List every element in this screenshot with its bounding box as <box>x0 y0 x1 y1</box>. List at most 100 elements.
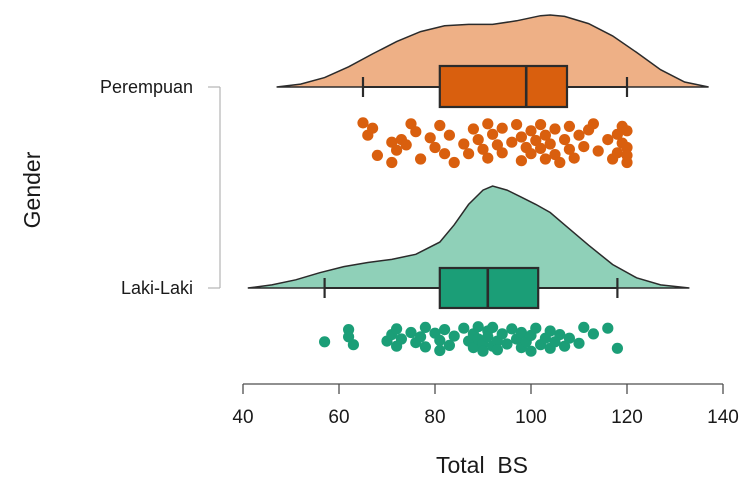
data-point-0-9 <box>400 139 412 151</box>
data-point-0-31 <box>515 131 528 143</box>
data-point-1-6 <box>391 323 403 335</box>
x-tick-label-1: 60 <box>328 407 349 428</box>
data-point-0-44 <box>554 156 566 169</box>
data-point-0-53 <box>592 145 604 157</box>
data-point-0-61 <box>621 141 633 154</box>
data-point-0-30 <box>510 119 523 131</box>
data-point-0-50 <box>578 141 590 153</box>
data-point-0-20 <box>467 123 479 135</box>
data-point-0-15 <box>439 148 451 160</box>
data-point-0-12 <box>424 132 436 144</box>
data-point-0-34 <box>525 125 537 137</box>
x-tick-label-0: 40 <box>232 407 253 428</box>
data-point-0-47 <box>563 120 576 132</box>
data-point-0-49 <box>573 129 585 141</box>
data-point-0-22 <box>477 143 489 155</box>
data-point-1-51 <box>563 332 576 344</box>
data-point-1-34 <box>496 328 508 340</box>
data-point-1-16 <box>434 334 446 346</box>
box-0 <box>438 64 569 109</box>
density-cloud-0 <box>276 14 709 88</box>
y-axis-title: Gender <box>19 151 45 228</box>
data-point-0-10 <box>410 126 422 138</box>
data-point-0-18 <box>458 138 470 150</box>
data-point-0-3 <box>371 149 383 161</box>
data-point-0-54 <box>602 134 614 146</box>
data-point-1-29 <box>482 331 494 343</box>
data-point-1-35 <box>501 338 513 350</box>
density-cloud-1 <box>247 185 690 289</box>
data-point-1-13 <box>419 341 431 353</box>
data-point-1-8 <box>395 333 407 345</box>
x-tick-label-3: 100 <box>515 407 547 428</box>
data-point-0-40 <box>539 129 552 141</box>
data-point-0-11 <box>415 153 427 165</box>
data-point-1-18 <box>443 339 455 351</box>
group-label-0: Perempuan <box>100 77 193 97</box>
data-point-1-15 <box>434 344 446 357</box>
data-point-0-16 <box>443 129 455 141</box>
x-axis-title: Total BS <box>436 452 528 478</box>
data-point-0-24 <box>482 152 494 164</box>
data-point-0-0 <box>357 117 369 129</box>
data-point-0-14 <box>429 141 441 154</box>
data-point-0-57 <box>611 147 624 159</box>
data-point-0-52 <box>587 118 600 130</box>
data-point-1-31 <box>487 321 499 333</box>
data-point-0-17 <box>448 156 460 169</box>
x-tick-label-5: 140 <box>707 407 739 428</box>
data-point-0-37 <box>535 119 547 131</box>
data-point-0-39 <box>539 153 552 165</box>
data-point-0-29 <box>506 136 518 148</box>
data-point-0-13 <box>434 119 446 132</box>
data-point-0-45 <box>559 134 571 146</box>
data-point-1-24 <box>472 321 484 333</box>
data-point-1-36 <box>506 323 518 335</box>
data-point-0-48 <box>568 152 580 164</box>
group-label-1: Laki-Laki <box>121 278 193 298</box>
data-point-1-20 <box>458 322 470 334</box>
data-point-1-55 <box>602 322 614 334</box>
data-point-1-56 <box>611 342 624 354</box>
data-point-0-63 <box>621 149 633 161</box>
data-point-1-41 <box>525 345 537 357</box>
data-point-0-19 <box>463 148 475 160</box>
data-point-1-53 <box>578 321 590 333</box>
data-point-0-38 <box>535 142 547 154</box>
data-point-1-54 <box>587 328 600 340</box>
x-tick-label-2: 80 <box>424 407 445 428</box>
data-point-0-28 <box>496 147 508 159</box>
data-point-1-0 <box>319 336 331 348</box>
data-point-1-33 <box>491 344 503 356</box>
data-point-0-5 <box>391 144 403 156</box>
data-point-1-27 <box>477 345 489 357</box>
data-point-1-19 <box>448 330 460 342</box>
data-point-1-22 <box>467 342 479 354</box>
data-point-0-42 <box>549 123 561 135</box>
data-point-1-17 <box>439 324 451 336</box>
data-point-1-52 <box>573 337 585 349</box>
data-point-1-9 <box>405 326 417 339</box>
data-point-0-2 <box>362 129 374 141</box>
data-point-0-21 <box>472 134 484 146</box>
data-point-0-6 <box>386 156 398 169</box>
data-point-0-23 <box>482 118 494 130</box>
plot-area: Perempuan Laki-Laki 40 60 80 100 120 140 <box>100 14 739 428</box>
data-point-1-11 <box>415 331 427 343</box>
data-point-0-32 <box>515 155 528 167</box>
data-point-1-43 <box>530 322 542 334</box>
data-point-0-25 <box>487 128 499 140</box>
data-point-0-41 <box>544 138 556 150</box>
data-point-0-62 <box>621 125 633 137</box>
data-point-0-27 <box>496 122 508 134</box>
x-tick-label-4: 120 <box>611 407 643 428</box>
data-point-1-49 <box>554 329 566 341</box>
data-point-1-12 <box>419 321 431 333</box>
data-point-1-3 <box>347 339 359 351</box>
data-point-0-46 <box>563 143 576 155</box>
data-point-1-46 <box>544 325 556 337</box>
data-point-1-39 <box>515 326 528 339</box>
data-point-0-35 <box>525 148 537 160</box>
